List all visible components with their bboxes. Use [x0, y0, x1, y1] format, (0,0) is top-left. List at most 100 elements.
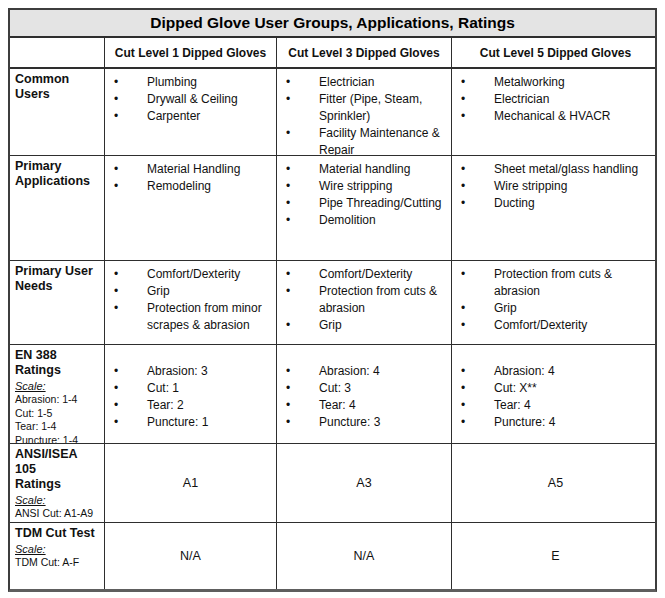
bullet-item: •Fitter (Pipe, Steam, Sprinkler)	[277, 91, 451, 125]
bullet-cell: •Material handling•Wire stripping•Pipe T…	[277, 156, 452, 260]
bullet-item: •Protection from cuts & abrasion	[277, 283, 451, 317]
bullet-icon: •	[114, 91, 147, 108]
bullet-icon: •	[461, 397, 494, 414]
bullet-item-label: Puncture: 3	[319, 414, 451, 431]
bullet-item-label: Wire stripping	[319, 178, 451, 195]
bullet-icon: •	[286, 283, 319, 317]
bullet-icon: •	[114, 178, 147, 195]
bullet-cell: •Metalworking•Electrician•Mechanical & H…	[452, 69, 659, 155]
bullet-icon: •	[286, 91, 319, 125]
glove-table-body: Common Users•Plumbing•Drywall & Ceiling•…	[10, 69, 655, 589]
bullet-item-label: Facility Maintenance & Repair	[319, 125, 451, 155]
row-header-cell: TDM Cut TestScale:TDM Cut: A-F	[10, 523, 105, 589]
bullet-item-label: Grip	[494, 300, 659, 317]
bullet-icon: •	[114, 266, 147, 283]
bullet-item: •Grip	[277, 317, 451, 334]
bullet-item-label: Cut: 1	[147, 380, 276, 397]
bullet-item-label: Remodeling	[147, 178, 276, 195]
bullet-item-label: Grip	[147, 283, 276, 300]
bullet-cell: •Sheet metal/glass handling•Wire strippi…	[452, 156, 659, 260]
cell-value: E	[551, 549, 559, 563]
bullet-icon: •	[286, 380, 319, 397]
scale-range-label: Cut: 1-5	[15, 407, 101, 421]
bullet-item: •Grip	[105, 283, 276, 300]
value-cell: A1	[105, 444, 277, 522]
table-row: Primary UserNeeds•Comfort/Dexterity•Grip…	[10, 261, 655, 345]
bullet-icon: •	[461, 317, 494, 334]
bullet-list: •Comfort/Dexterity•Protection from cuts …	[277, 261, 451, 334]
table-row: PrimaryApplications•Material Handling•Re…	[10, 156, 655, 261]
row-header-label: Applications	[15, 174, 101, 189]
page: Dipped Glove User Groups, Applications, …	[0, 0, 665, 598]
table-title: Dipped Glove User Groups, Applications, …	[10, 10, 655, 38]
bullet-item-label: Comfort/Dexterity	[147, 266, 276, 283]
row-header-cell: EN 388 RatingsScale:Abrasion: 1-4Cut: 1-…	[10, 345, 105, 443]
value-cell: A3	[277, 444, 452, 522]
bullet-item: •Cut: X**	[452, 380, 659, 397]
row-header-label: EN 388 Ratings	[15, 348, 101, 378]
table-row: TDM Cut TestScale:TDM Cut: A-FN/AN/AE	[10, 523, 655, 589]
scale-range-label: Abrasion: 1-4	[15, 393, 101, 407]
row-header-cell: Primary UserNeeds	[10, 261, 105, 344]
bullet-icon: •	[114, 108, 147, 125]
bullet-item-label: Abrasion: 4	[319, 363, 451, 380]
row-header-label: Common Users	[15, 72, 101, 102]
bullet-item-label: Material Handling	[147, 161, 276, 178]
bullet-item-label: Grip	[319, 317, 451, 334]
bullet-item-label: Electrician	[319, 74, 451, 91]
table-row: Common Users•Plumbing•Drywall & Ceiling•…	[10, 69, 655, 156]
bullet-item: •Puncture: 1	[105, 414, 276, 431]
bullet-cell: •Comfort/Dexterity•Protection from cuts …	[277, 261, 452, 344]
row-header-label: Primary User	[15, 264, 101, 279]
bullet-icon: •	[286, 266, 319, 283]
bullet-item-label: Cut: 3	[319, 380, 451, 397]
bullet-item: •Material handling	[277, 161, 451, 178]
bullet-icon: •	[461, 74, 494, 91]
cell-value: A3	[356, 476, 371, 490]
bullet-item-label: Cut: X**	[494, 380, 659, 397]
bullet-item-label: Puncture: 1	[147, 414, 276, 431]
bullet-item-label: Electrician	[494, 91, 659, 108]
bullet-item-label: Protection from cuts & abrasion	[319, 283, 451, 317]
bullet-list: •Metalworking•Electrician•Mechanical & H…	[452, 69, 659, 125]
bullet-icon: •	[286, 125, 319, 155]
bullet-list: •Plumbing•Drywall & Ceiling•Carpenter	[105, 69, 276, 125]
bullet-item: •Abrasion: 4	[277, 363, 451, 380]
bullet-list: •Electrician•Fitter (Pipe, Steam, Sprink…	[277, 69, 451, 155]
bullet-cell: •Abrasion: 4•Cut: X**•Tear: 4•Puncture: …	[452, 345, 659, 443]
bullet-list: •Comfort/Dexterity•Grip•Protection from …	[105, 261, 276, 334]
bullet-item-label: Mechanical & HVACR	[494, 108, 659, 125]
bullet-cell: •Comfort/Dexterity•Grip•Protection from …	[105, 261, 277, 344]
bullet-item: •Protection from cuts & abrasion	[452, 266, 659, 300]
bullet-icon: •	[114, 74, 147, 91]
bullet-item: •Grip	[452, 300, 659, 317]
bullet-list: •Protection from cuts & abrasion•Grip•Co…	[452, 261, 659, 334]
bullet-icon: •	[461, 178, 494, 195]
row-header-cell: Common Users	[10, 69, 105, 155]
bullet-list: •Abrasion: 3•Cut: 1•Tear: 2•Puncture: 1	[105, 357, 276, 431]
value-cell: N/A	[105, 523, 277, 589]
value-cell: A5	[452, 444, 659, 522]
value-cell: E	[452, 523, 659, 589]
bullet-item: •Remodeling	[105, 178, 276, 195]
bullet-item-label: Demolition	[319, 212, 451, 229]
column-header-cut-level-5: Cut Level 5 Dipped Gloves	[452, 38, 659, 67]
bullet-item-label: Protection from minor scrapes & abrasion	[147, 300, 276, 334]
bullet-item: •Protection from minor scrapes & abrasio…	[105, 300, 276, 334]
bullet-icon: •	[114, 380, 147, 397]
cell-value: A1	[183, 476, 198, 490]
column-header-cut-level-3: Cut Level 3 Dipped Gloves	[277, 38, 452, 67]
bullet-cell: •Plumbing•Drywall & Ceiling•Carpenter	[105, 69, 277, 155]
bullet-item: •Tear: 4	[452, 397, 659, 414]
bullet-icon: •	[286, 161, 319, 178]
bullet-icon: •	[461, 195, 494, 212]
bullet-item: •Plumbing	[105, 74, 276, 91]
bullet-icon: •	[286, 397, 319, 414]
column-header-row: Cut Level 1 Dipped Gloves Cut Level 3 Di…	[10, 38, 655, 69]
bullet-cell: •Abrasion: 4•Cut: 3•Tear: 4•Puncture: 3	[277, 345, 452, 443]
bullet-icon: •	[461, 91, 494, 108]
bullet-item: •Comfort/Dexterity	[277, 266, 451, 283]
bullet-list: •Material Handling•Remodeling	[105, 156, 276, 195]
bullet-icon: •	[114, 300, 147, 334]
bullet-item: •Mechanical & HVACR	[452, 108, 659, 125]
